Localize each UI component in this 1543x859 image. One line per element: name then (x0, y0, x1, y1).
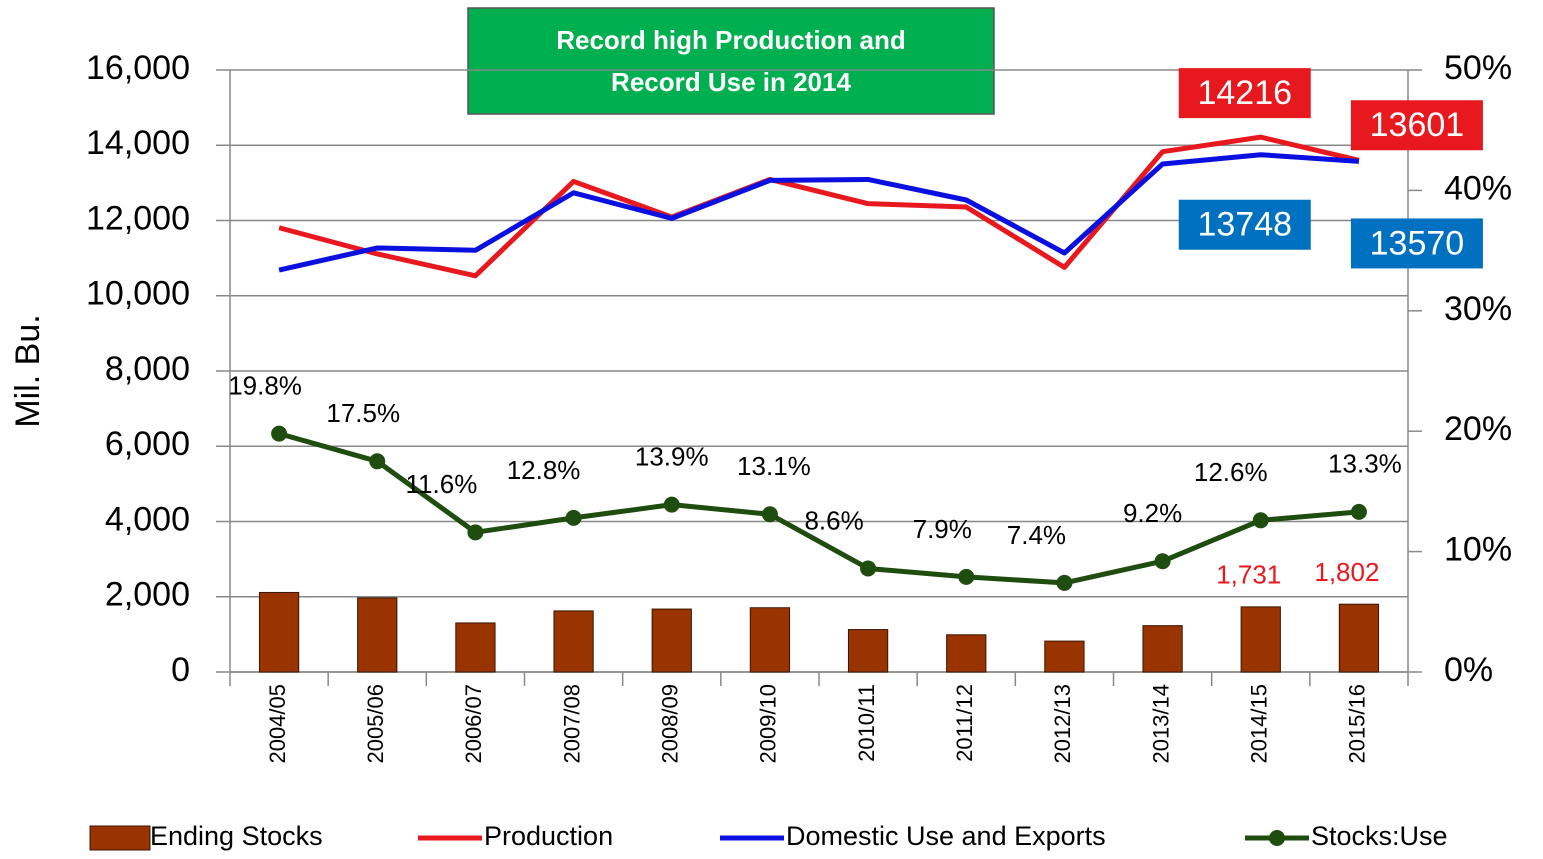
marker (369, 453, 386, 470)
data-label: 13.3% (1328, 449, 1402, 479)
data-label: 13570 (1370, 224, 1465, 262)
bar (651, 608, 692, 673)
x-tick-label: 2011/12 (952, 684, 977, 762)
label-box (1350, 100, 1483, 151)
x-tick-label: 2014/15 (1247, 684, 1272, 764)
legend-label: Ending Stocks (150, 821, 323, 851)
marker (860, 560, 877, 577)
data-label: 1,731 (1216, 560, 1281, 590)
x-tick-label: 2007/08 (559, 684, 584, 764)
x-tick-label: 2013/14 (1148, 684, 1173, 764)
data-label: 17.5% (326, 398, 400, 428)
marker (565, 509, 582, 526)
x-tick-label: 2008/09 (658, 684, 683, 764)
annotation-box (467, 7, 995, 115)
y2-tick-label: 0% (1444, 651, 1493, 689)
bar (1044, 640, 1085, 673)
bar (749, 607, 791, 673)
bar (946, 634, 987, 673)
line (278, 134, 1360, 279)
legend-marker (1269, 830, 1285, 846)
x-tick-label: 2006/07 (461, 684, 486, 764)
y-tick-label: 8,000 (105, 350, 190, 388)
marker (1350, 503, 1367, 520)
x-tick-label: 2010/11 (854, 684, 879, 762)
y-tick-label: 6,000 (105, 425, 190, 463)
data-label: 19.8% (228, 370, 302, 400)
data-label: 13.9% (635, 442, 709, 472)
label-box (1178, 199, 1311, 250)
data-label: 13.1% (737, 451, 811, 481)
bar (1240, 606, 1281, 673)
y-tick-label: 2,000 (105, 576, 190, 614)
x-tick-label: 2015/16 (1345, 684, 1370, 764)
y2-tick-label: 40% (1444, 169, 1512, 207)
x-tick-label: 2009/10 (756, 684, 781, 764)
bar (357, 597, 398, 673)
bar (847, 629, 889, 673)
data-label: 13748 (1197, 206, 1292, 244)
legend-label: Production (484, 821, 613, 851)
bar (1142, 625, 1183, 673)
label-box (1178, 68, 1311, 119)
marker (761, 506, 778, 523)
data-label: 13601 (1370, 106, 1465, 144)
marker (271, 425, 288, 442)
y2-tick-label: 10% (1444, 531, 1512, 569)
bar (553, 610, 594, 673)
data-label: 1,802 (1314, 557, 1379, 587)
y-tick-label: 0 (171, 651, 190, 689)
label-box (1350, 218, 1483, 269)
y-tick-label: 12,000 (86, 199, 190, 237)
x-tick-label: 2012/13 (1050, 684, 1075, 764)
bar (1338, 603, 1380, 673)
annotation: Record Use in 2014 (611, 67, 851, 97)
data-label: 7.4% (1007, 520, 1066, 550)
data-label: 11.6% (406, 469, 478, 499)
x-tick-label: 2005/06 (363, 684, 388, 764)
data-label: 12.8% (507, 455, 581, 485)
data-label: 12.6% (1194, 457, 1268, 487)
data-label: 7.9% (913, 514, 972, 544)
y-tick-label: 14,000 (86, 124, 190, 162)
y-axis-label: Mil. Bu. (9, 314, 47, 427)
marker (467, 524, 484, 541)
x-tick-label: 2004/05 (265, 684, 290, 764)
legend-swatch (89, 825, 151, 851)
y2-tick-label: 30% (1444, 290, 1512, 328)
y-tick-label: 16,000 (86, 49, 190, 87)
bar (455, 622, 496, 673)
legend-label: Stocks:Use (1311, 821, 1448, 851)
y-tick-label: 10,000 (86, 275, 190, 313)
y-tick-label: 4,000 (105, 500, 190, 538)
marker (1154, 553, 1171, 570)
annotation: Record high Production and (556, 25, 906, 55)
legend-label: Domestic Use and Exports (786, 821, 1106, 851)
line (278, 152, 1360, 273)
y2-tick-label: 50% (1444, 49, 1512, 87)
bar (258, 591, 300, 673)
marker (1252, 512, 1269, 529)
data-label: 14216 (1197, 74, 1292, 112)
marker (958, 568, 975, 585)
data-label: 9.2% (1123, 498, 1182, 528)
line (278, 431, 1360, 586)
marker (663, 496, 680, 513)
marker (1056, 574, 1073, 591)
y2-tick-label: 20% (1444, 410, 1512, 448)
data-label: 8.6% (804, 505, 863, 535)
